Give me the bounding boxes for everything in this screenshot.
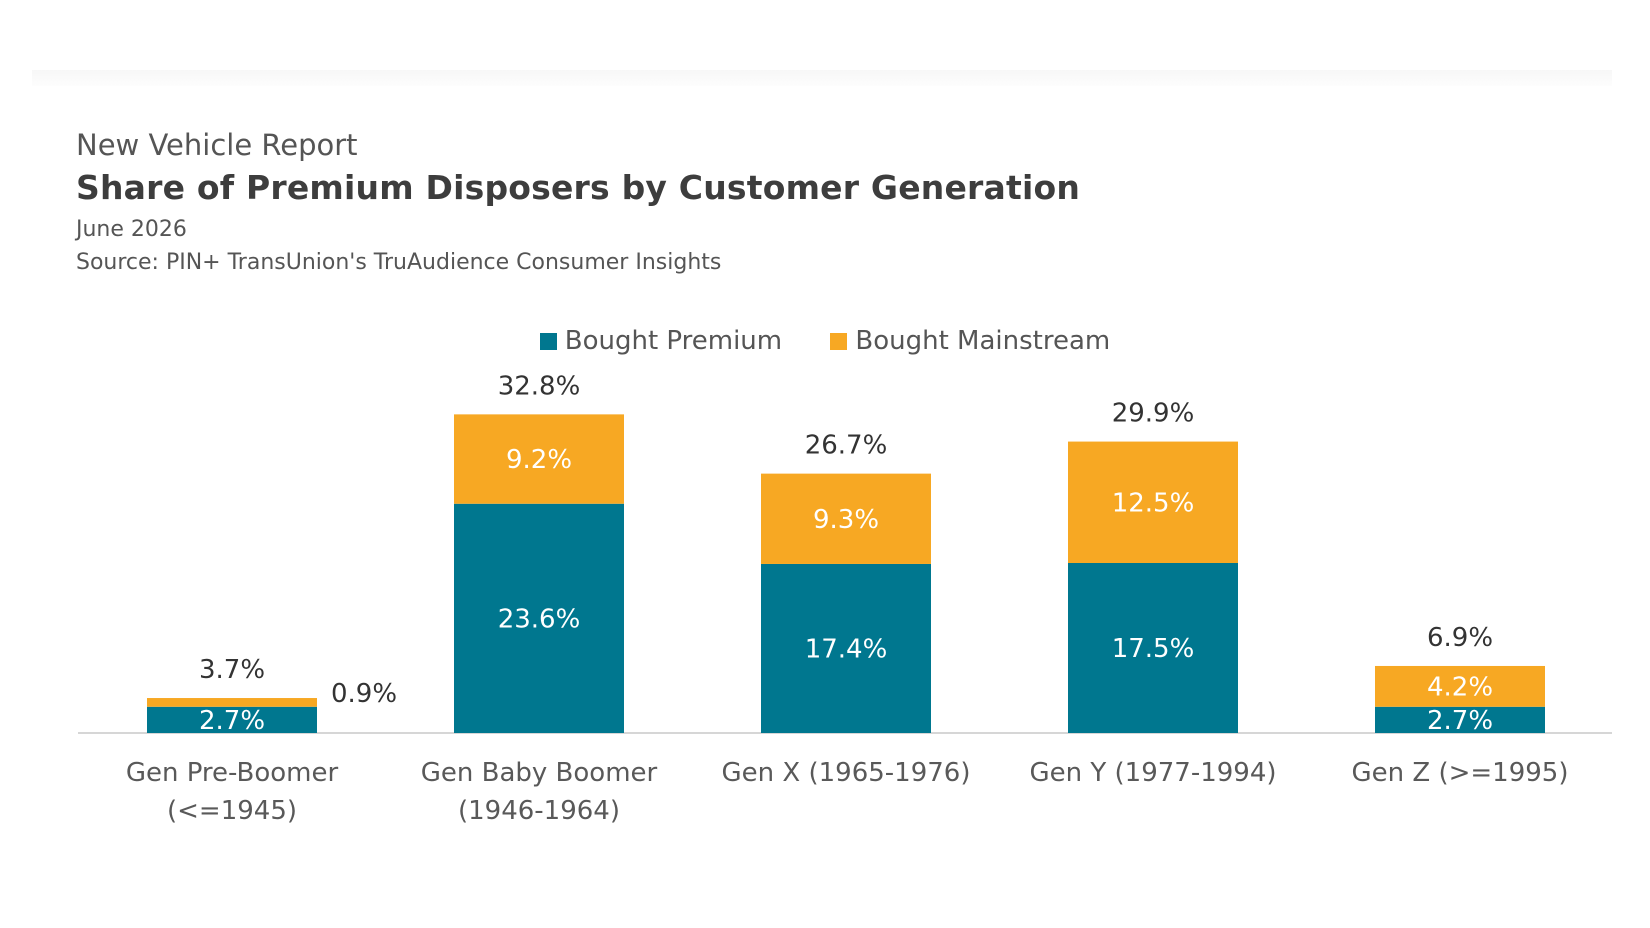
bar-premium-4 — [1375, 706, 1545, 733]
bar-premium-0 — [147, 706, 317, 733]
data-label-premium-0: 2.7% — [199, 706, 265, 736]
data-label-mainstream-1: 9.2% — [506, 445, 572, 475]
legend-swatch-mainstream — [830, 332, 848, 350]
data-label-premium-4: 2.7% — [1427, 706, 1493, 736]
legend-item-mainstream: Bought Mainstream — [830, 326, 1110, 356]
chart-header: New Vehicle Report Share of Premium Disp… — [76, 128, 1080, 275]
bar-mainstream-4 — [1375, 665, 1545, 707]
chart-legend: Bought Premium Bought Mainstream — [0, 326, 1650, 357]
top-divider — [32, 70, 1612, 86]
category-label-1-1: (1946-1964) — [458, 796, 620, 826]
total-label-1: 32.8% — [498, 371, 581, 401]
report-date: June 2026 — [76, 217, 187, 242]
data-label-mainstream-3: 12.5% — [1112, 488, 1195, 518]
category-label-4-0: Gen Z (>=1995) — [1352, 758, 1569, 788]
category-label-0-1: (<=1945) — [167, 796, 297, 826]
data-label-mainstream-2: 9.3% — [813, 505, 879, 535]
report-name: New Vehicle Report — [76, 128, 358, 162]
data-label-premium-3: 17.5% — [1112, 634, 1195, 664]
total-label-3: 29.9% — [1112, 399, 1195, 429]
total-label-0: 3.7% — [199, 655, 265, 685]
data-label-mainstream-0: 0.9% — [331, 679, 397, 709]
total-label-2: 26.7% — [805, 431, 888, 461]
total-label-4: 6.9% — [1427, 623, 1493, 653]
bar-premium-1 — [454, 503, 624, 733]
bar-premium-2 — [761, 563, 931, 733]
bar-mainstream-0 — [147, 698, 317, 707]
source-note: Source: PIN+ TransUnion's TruAudience Co… — [76, 250, 722, 275]
category-label-1-0: Gen Baby Boomer — [421, 758, 658, 788]
category-label-2-0: Gen X (1965-1976) — [722, 758, 971, 788]
category-label-3-0: Gen Y (1977-1994) — [1029, 758, 1276, 788]
bar-mainstream-1 — [454, 414, 624, 504]
category-label-0-0: Gen Pre-Boomer — [126, 758, 339, 788]
bar-mainstream-2 — [761, 473, 931, 564]
chart-title: Share of Premium Disposers by Customer G… — [76, 168, 1081, 207]
data-label-premium-2: 17.4% — [805, 634, 888, 664]
legend-swatch-premium — [539, 332, 557, 350]
legend-label-mainstream: Bought Mainstream — [855, 326, 1111, 356]
legend-label-premium: Bought Premium — [564, 326, 783, 356]
data-label-mainstream-4: 4.2% — [1427, 672, 1493, 702]
bar-premium-3 — [1068, 563, 1238, 733]
bar-mainstream-3 — [1068, 441, 1238, 563]
legend-item-premium: Bought Premium — [539, 326, 783, 356]
data-label-premium-1: 23.6% — [498, 604, 581, 634]
